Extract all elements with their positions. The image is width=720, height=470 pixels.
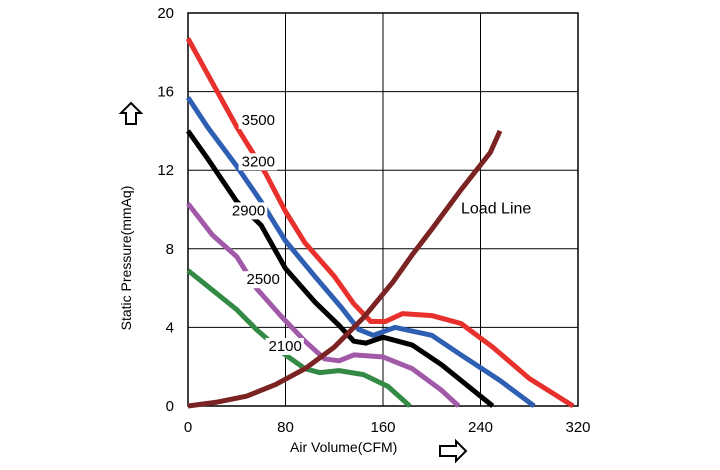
- series-line-3500: [185, 37, 575, 409]
- y-axis-title: Static Pressure(mmAq): [118, 186, 134, 331]
- curve-label-background: [228, 202, 268, 220]
- series-line-3200: [185, 96, 536, 409]
- x-axis-arrow-icon: [439, 438, 468, 464]
- x-tick-label: 240: [468, 419, 493, 436]
- y-tick-label: 8: [166, 241, 174, 258]
- series-line-load-line: [187, 129, 503, 409]
- x-tick-label: 160: [370, 419, 395, 436]
- curve-label-2500: 2500: [247, 271, 280, 288]
- series-line-2500: [186, 202, 461, 408]
- x-axis-ticks: 0 80 160 240 320: [184, 419, 591, 436]
- curve-label-background: [265, 337, 304, 355]
- curve-label-background: [238, 112, 278, 130]
- y-tick-label: 16: [157, 84, 174, 101]
- curve-labels: 3500 3200 2900 2500 2100 Load Line: [228, 112, 531, 355]
- y-tick-label: 4: [166, 319, 174, 336]
- series-line-2900: [185, 129, 495, 408]
- y-axis-arrow-icon: [118, 101, 144, 125]
- curve-label-3200: 3200: [242, 153, 275, 170]
- x-tick-label: 0: [184, 419, 192, 436]
- y-axis-ticks: 0 4 8 12 16 20: [157, 5, 174, 415]
- curve-label-background: [243, 271, 282, 289]
- chart-curves: [185, 37, 575, 409]
- curve-label-2100: 2100: [268, 338, 301, 355]
- curve-label-3500: 3500: [242, 112, 275, 129]
- curve-label-2900: 2900: [232, 202, 265, 219]
- plot-frame: [187, 12, 579, 407]
- y-tick-label: 20: [157, 5, 174, 22]
- curve-label-load-line: Load Line: [461, 200, 531, 217]
- y-tick-label: 0: [166, 398, 174, 415]
- curve-label-background: [238, 153, 278, 171]
- y-tick-label: 12: [157, 162, 174, 179]
- x-tick-label: 80: [277, 419, 294, 436]
- x-tick-label: 320: [565, 419, 590, 436]
- x-axis-title: Air Volume(CFM): [290, 439, 397, 455]
- chart-grid: [187, 12, 579, 407]
